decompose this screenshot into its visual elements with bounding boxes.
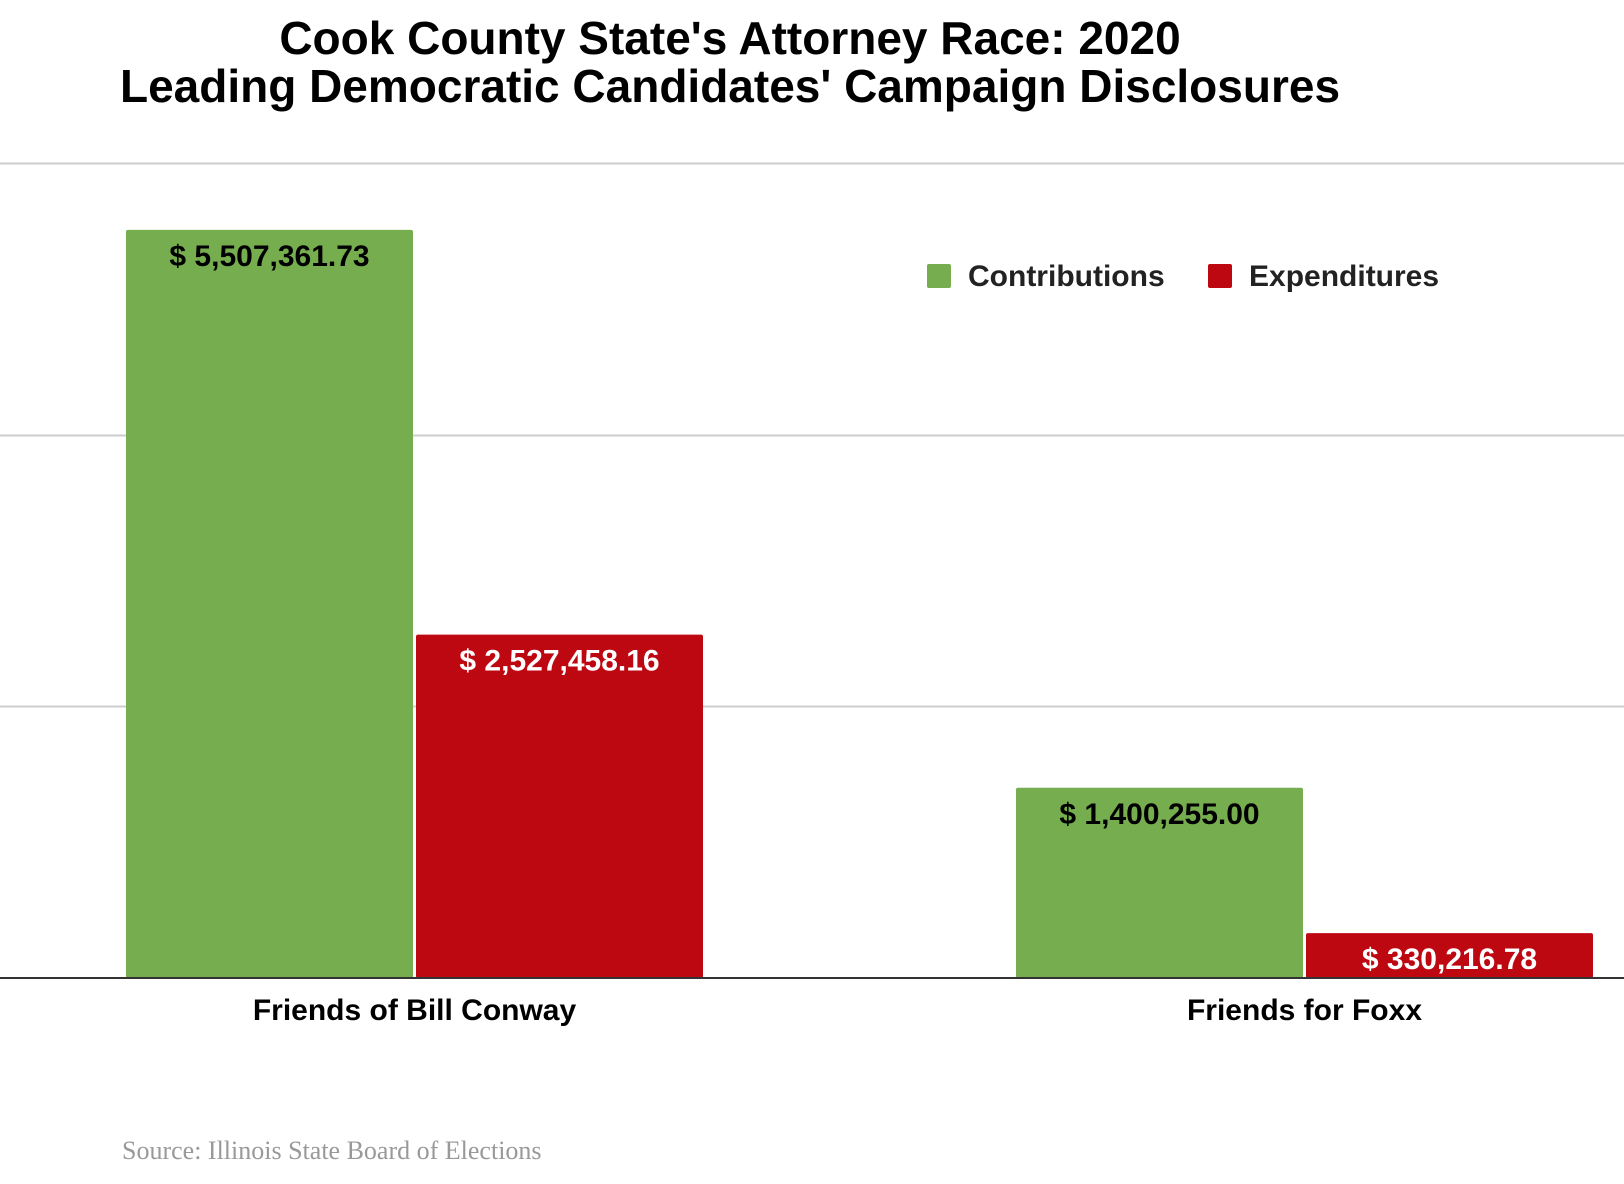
data-label-0-0: $ 5,507,361.73: [169, 240, 369, 273]
bar-chart: $ 5,507,361.73 $ 2,527,458.16 Friends of B…: [0, 162, 1624, 1027]
data-label-1-0: $ 2,527,458.16: [459, 645, 659, 678]
chart-title-line-1: Cook County State's Attorney Race: 2020: [279, 12, 1181, 64]
legend-label-0: Contributions: [968, 260, 1165, 293]
legend-swatch-1: [1208, 264, 1232, 288]
data-label-0-1: $ 1,400,255.00: [1059, 798, 1259, 831]
legend-swatch-0: [927, 264, 951, 288]
bar-0-0: [126, 229, 413, 979]
category-label-1: Friends for Foxx: [1187, 994, 1422, 1027]
chart-title-line-2: Leading Democratic Candidates' Campaign …: [119, 60, 1341, 112]
bar-1-1: [1306, 933, 1593, 978]
bar-1-0: [416, 634, 703, 978]
bar-0-1: [1016, 787, 1303, 978]
category-label-0: Friends of Bill Conway: [253, 994, 577, 1027]
legend-label-1: Expenditures: [1249, 260, 1439, 293]
source-note: Source: Illinois State Board of Election…: [122, 1136, 542, 1165]
data-label-1-1: $ 330,216.78: [1362, 943, 1537, 976]
